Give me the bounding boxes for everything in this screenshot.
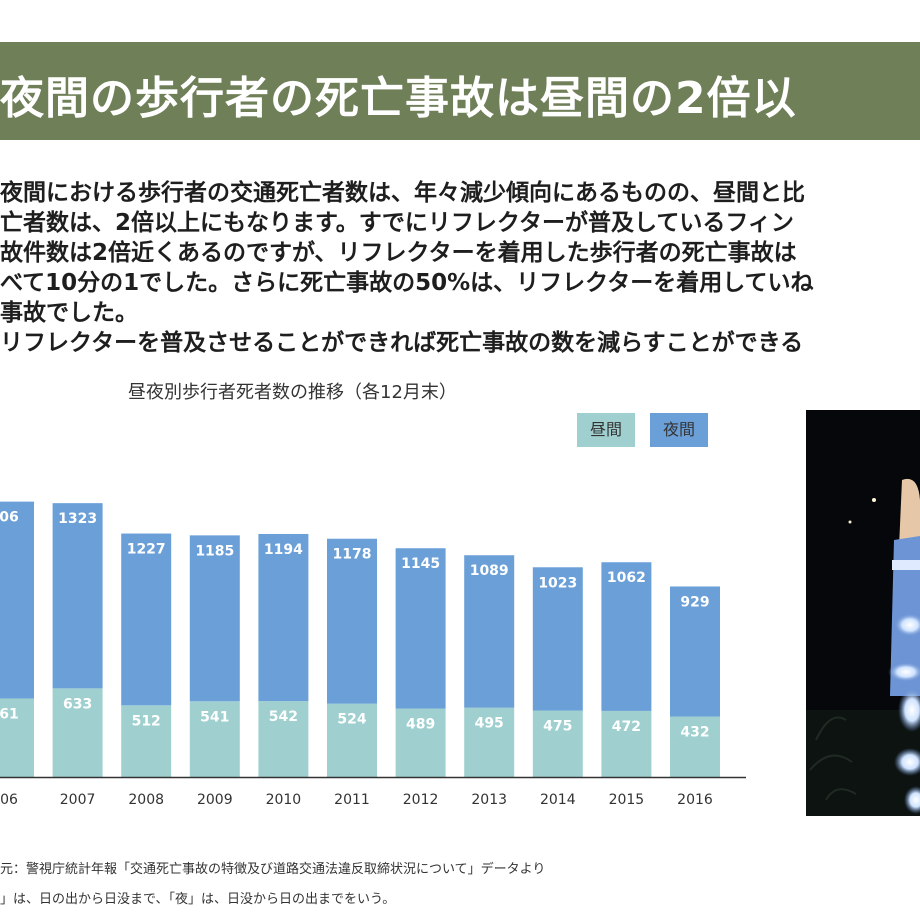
- title-banner: 夜間の歩行者の死亡事故は昼間の2倍以: [0, 42, 920, 140]
- page-title: 夜間の歩行者の死亡事故は昼間の2倍以: [0, 73, 797, 124]
- bar-daytime: [601, 710, 652, 777]
- chart-title: 昼夜別歩行者死者数の推移（各12月末）: [128, 382, 457, 403]
- bar-daytime: [0, 698, 34, 777]
- x-tick-label: 2007: [60, 792, 96, 808]
- bar-label-daytime: 541: [200, 709, 229, 725]
- bar-daytime: [189, 701, 240, 777]
- bar-nighttime: [121, 533, 172, 706]
- bar-label-daytime: 495: [475, 716, 504, 732]
- bar-daytime: [327, 703, 377, 777]
- bar-nighttime: [0, 501, 34, 699]
- body-line: リフレクターを普及させることができれば死亡事故の数を減らすことができる: [0, 330, 804, 356]
- x-tick-label: 2014: [540, 792, 576, 808]
- bar-label-nighttime: 1023: [538, 575, 577, 591]
- bar-label-daytime: 475: [543, 719, 572, 735]
- bar-nighttime: [258, 533, 309, 702]
- bar-label-daytime: 542: [269, 709, 298, 725]
- x-tick-label: 06: [0, 792, 18, 808]
- definition-note: 」は、日の出から日没まで、「夜」は、日没から日の出までをいう。: [0, 892, 396, 907]
- x-tick-label: 2008: [128, 792, 164, 808]
- bar-nighttime: [52, 503, 103, 689]
- bar-nighttime: [327, 538, 377, 704]
- legend-day: 昼間: [577, 413, 635, 447]
- x-tick-label: 2013: [471, 792, 507, 808]
- body-line: 故件数は2倍近くあるのですが、リフレクターを着用した歩行者の死亡事故は: [0, 240, 797, 266]
- bar-daytime: [395, 708, 446, 777]
- bar-label-nighttime: 1194: [264, 542, 303, 558]
- body-text: 夜間における歩行者の交通死亡者数は、年々減少傾向にあるものの、昼間と比 亡者数は…: [0, 178, 920, 358]
- bar-label-nighttime: 1178: [333, 547, 372, 563]
- bar-daytime: [532, 710, 583, 777]
- legend-night: 夜間: [650, 413, 708, 447]
- bar-nighttime: [670, 586, 720, 717]
- bar-label-daytime: 489: [406, 717, 435, 733]
- body-line: 亡者数は、2倍以上にもなります。すでにリフレクターが普及しているフィン: [0, 210, 794, 236]
- bar-label-nighttime: 1062: [607, 570, 646, 586]
- x-tick-label: 2016: [677, 792, 713, 808]
- bar-daytime: [258, 701, 309, 777]
- bar-label-daytime: 472: [612, 719, 641, 735]
- bar-label-daytime: 432: [680, 725, 709, 741]
- x-tick-label: 2011: [334, 792, 370, 808]
- bar-label-nighttime: 929: [680, 594, 709, 610]
- bar-label-daytime: 633: [63, 696, 92, 712]
- bar-label-daytime: 512: [132, 713, 161, 729]
- body-line: 事故でした。: [0, 300, 138, 326]
- bar-label-daytime: 524: [337, 712, 366, 728]
- bar-label-nighttime: 1145: [401, 556, 440, 572]
- x-tick-label: 2010: [266, 792, 302, 808]
- body-line: べて10分の1でした。さらに死亡事故の50%は、リフレクターを着用していね: [0, 270, 814, 296]
- bar-label-daytime: 61: [0, 706, 19, 722]
- reflector-photo: [806, 410, 920, 816]
- x-tick-label: 2009: [197, 792, 233, 808]
- bar-nighttime: [395, 548, 446, 709]
- bar-label-nighttime: 1089: [470, 563, 509, 579]
- reflector-photo-art: [806, 410, 920, 816]
- bar-label-nighttime: 06: [0, 510, 19, 526]
- source-note: 元：警視庁統計年報「交通死亡事故の特徴及び道路交通法違反取締状況について」データ…: [0, 862, 546, 877]
- bar-label-nighttime: 1185: [195, 543, 234, 559]
- bar-nighttime: [601, 562, 652, 711]
- body-line: 夜間における歩行者の交通死亡者数は、年々減少傾向にあるものの、昼間と比: [0, 180, 805, 206]
- bar-nighttime: [464, 555, 515, 708]
- bar-nighttime: [532, 567, 583, 711]
- stacked-bar-chart: 06 61 06 1323 633 2007 1227 512 2008 1185 541 2009 1…: [0, 501, 746, 808]
- bar-daytime: [670, 716, 720, 777]
- x-tick-label: 2012: [403, 792, 439, 808]
- bar-label-nighttime: 1227: [127, 542, 166, 558]
- bar-label-nighttime: 1323: [58, 511, 97, 527]
- bar-daytime: [464, 707, 515, 777]
- bar-daytime: [52, 688, 103, 777]
- bar-daytime: [121, 705, 172, 777]
- bar-nighttime: [189, 535, 240, 702]
- x-tick-label: 2015: [609, 792, 645, 808]
